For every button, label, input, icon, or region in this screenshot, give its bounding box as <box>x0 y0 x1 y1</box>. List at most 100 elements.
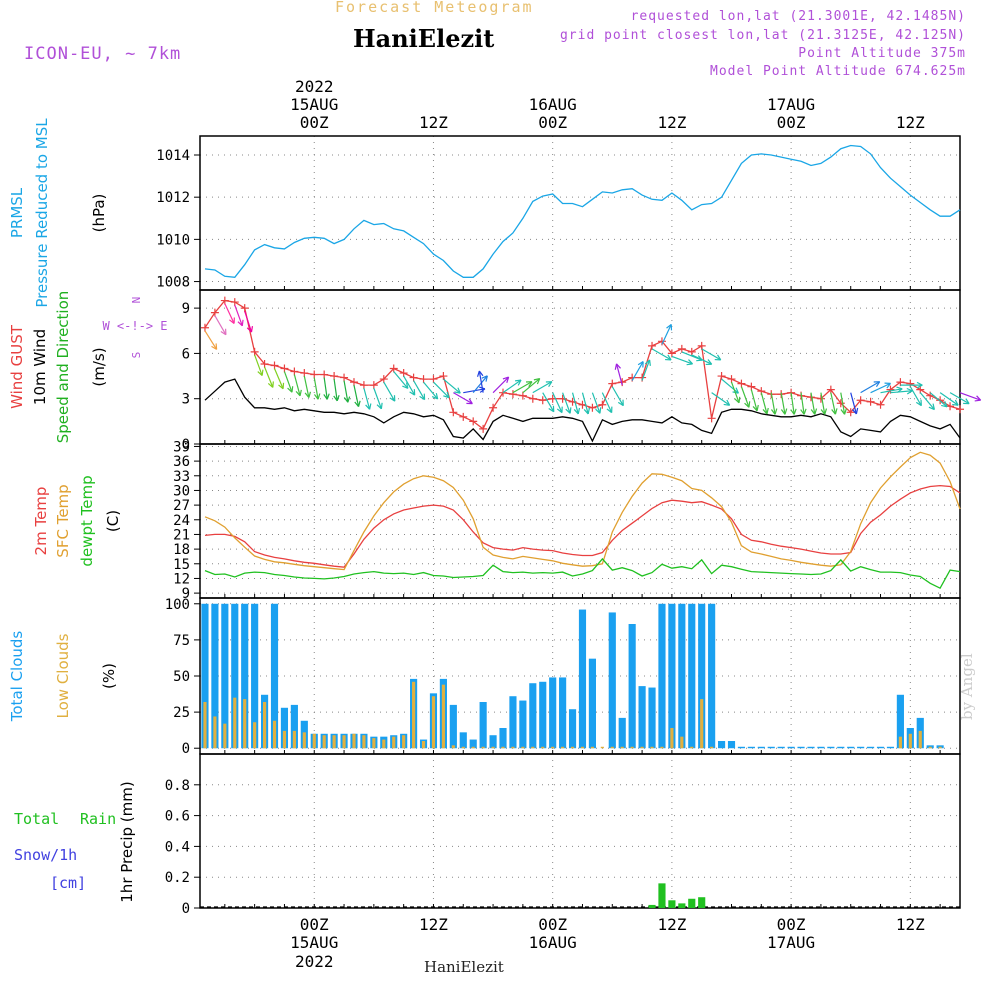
y-tick-label: 15 <box>173 557 190 573</box>
gust-marker <box>290 367 299 376</box>
rain-bar <box>678 903 686 908</box>
wind-arrow <box>591 392 602 414</box>
total-clouds-bar <box>628 624 636 749</box>
wind-arrow-shaft <box>591 392 601 414</box>
total-clouds-bar <box>489 735 497 749</box>
gust-marker <box>866 397 875 406</box>
wind-arrow-head <box>644 359 651 366</box>
wind-arrow <box>393 371 409 389</box>
wind-arrow-shaft <box>492 376 510 394</box>
low-clouds-bar <box>471 746 475 749</box>
wind-arrow <box>244 310 254 333</box>
wind-arrow-head <box>915 399 922 407</box>
wind-arrow-shaft <box>214 315 227 336</box>
wind-arrow <box>234 304 244 327</box>
label-dewpt-temp: dewpt Temp <box>78 475 96 566</box>
total-clouds-bar <box>678 603 686 749</box>
wind-arrow-shaft <box>909 386 922 406</box>
wind-arrow-shaft <box>949 392 970 405</box>
total-clouds-bar <box>747 746 755 749</box>
gust-marker <box>518 391 527 400</box>
total-clouds-bar <box>241 603 249 749</box>
wind-arrow-head <box>734 396 741 404</box>
top-date-label: 16AUG <box>529 95 577 114</box>
wind-arrow-head <box>419 393 426 401</box>
total-clouds-bar <box>708 603 716 749</box>
low-clouds-bar <box>580 746 585 749</box>
wind-arrow-shaft <box>522 378 541 394</box>
gust-marker <box>489 403 498 412</box>
gust-marker <box>836 399 845 408</box>
wind-arrow-head <box>762 407 769 415</box>
wind-arrow-shaft <box>860 381 881 394</box>
wind-arrow-head <box>354 400 361 408</box>
total-clouds-bar <box>807 746 815 749</box>
wind-arrow <box>800 392 807 415</box>
wind-arrow <box>532 381 553 394</box>
wind-arrow-head <box>884 382 891 389</box>
gust-marker <box>379 375 388 384</box>
gust-line <box>204 299 961 430</box>
low-clouds-bar <box>451 745 455 749</box>
total-clouds-bar <box>668 603 676 749</box>
wind-arrow-head <box>770 408 778 415</box>
wind-arrow <box>770 392 778 415</box>
gust-marker <box>389 364 398 373</box>
wind-arrow-shaft <box>691 354 712 365</box>
y-tick-label: 21 <box>173 527 190 543</box>
gust-marker <box>826 385 835 394</box>
gust-marker <box>608 379 617 388</box>
label-celsius: (C) <box>104 510 122 532</box>
wind-arrow-shaft <box>423 381 439 400</box>
total-clouds-bar <box>559 677 567 749</box>
low-clouds-bar <box>590 746 594 749</box>
total-clouds-bar <box>737 746 746 749</box>
low-clouds-bar <box>302 732 306 749</box>
wind-arrow-shaft <box>433 381 450 399</box>
gust-marker <box>896 378 905 387</box>
wind-arrow <box>333 378 340 402</box>
total-clouds-bar <box>608 612 616 749</box>
wind-arrow <box>614 363 623 386</box>
gust-marker <box>409 373 418 382</box>
gust-marker <box>220 296 229 305</box>
wind-arrow-head <box>606 406 613 414</box>
wind-arrow-shaft <box>293 374 301 396</box>
label-speed-direction: Speed and Direction <box>54 291 72 444</box>
wind-arrow-head <box>974 395 982 402</box>
wind-arrow-shaft <box>615 363 623 386</box>
wind-arrow <box>651 348 672 361</box>
wind-arrow <box>711 392 731 406</box>
wind-arrow-shaft <box>740 386 750 408</box>
gridpoint-coords: grid point closest lon,lat (21.3125E, 42… <box>559 28 966 43</box>
low-clouds-bar <box>332 735 336 749</box>
wind-arrow <box>552 392 563 414</box>
y-tick-label: 9 <box>182 301 190 317</box>
wind-arrow-head <box>906 387 913 395</box>
low-clouds-bar <box>938 746 942 749</box>
panel-frame <box>199 135 961 291</box>
wind-arrow <box>949 392 970 405</box>
wind-arrow-head <box>295 389 302 397</box>
compass-south: S <box>130 352 143 359</box>
gust-marker <box>508 390 517 399</box>
label-1hr-precip: 1hr Precip (mm) <box>118 781 136 902</box>
wind-arrow <box>413 380 426 401</box>
low-clouds-bar <box>541 746 545 749</box>
wind-arrow <box>760 392 769 415</box>
wind-arrow-shaft <box>542 392 555 413</box>
wind-arrow-head <box>941 401 948 408</box>
wind-arrow-head <box>614 363 621 370</box>
wind-arrow-head <box>267 381 274 388</box>
wind-arrow-shaft <box>800 392 805 415</box>
wind-arrow-shaft <box>363 387 371 410</box>
low-clouds-bar <box>223 723 227 749</box>
total-clouds-bar <box>787 746 795 749</box>
wind-arrow <box>254 354 264 377</box>
total-clouds-bar <box>251 603 259 749</box>
panel-pressure: 1008 1010 1012 1014 <box>156 135 961 291</box>
rain-bar <box>648 904 656 908</box>
low-clouds-bar <box>352 733 356 749</box>
wind-arrow-head <box>211 343 218 350</box>
low-clouds-bar <box>561 746 565 749</box>
